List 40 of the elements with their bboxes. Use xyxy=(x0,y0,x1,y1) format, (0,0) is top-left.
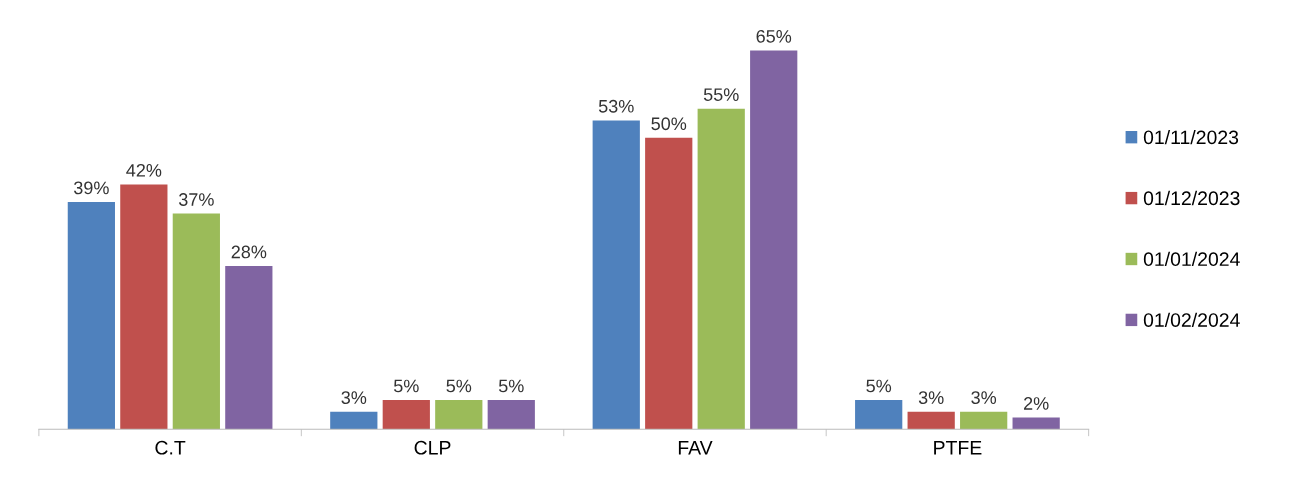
bar xyxy=(487,400,535,430)
data-label: 5% xyxy=(446,379,472,393)
data-label: 50% xyxy=(651,117,687,131)
data-label: 55% xyxy=(703,88,739,101)
bar xyxy=(67,201,115,430)
bar xyxy=(225,266,273,430)
data-label: 65% xyxy=(756,29,792,43)
data-label: 39% xyxy=(73,181,109,195)
data-label: 2% xyxy=(1024,397,1049,410)
bar xyxy=(435,400,483,430)
bar xyxy=(172,213,220,430)
data-label: 53% xyxy=(598,99,634,113)
x-tick-label: PTFE xyxy=(934,441,982,455)
data-label: 37% xyxy=(178,193,214,206)
bar xyxy=(855,400,903,430)
data-label: 3% xyxy=(918,391,944,405)
data-label: 5% xyxy=(393,379,419,393)
bar xyxy=(1012,417,1060,430)
bar xyxy=(697,108,745,430)
bar xyxy=(330,411,378,430)
data-label: 5% xyxy=(498,379,524,393)
legend-label: 01/11/2023 xyxy=(1143,129,1239,145)
bar xyxy=(750,50,798,430)
data-label: 3% xyxy=(971,391,997,405)
legend-label: 01/02/2024 xyxy=(1143,312,1240,327)
x-tick-label: FAV xyxy=(678,441,713,455)
x-tick-label: CLP xyxy=(414,440,451,455)
data-label: 28% xyxy=(231,245,267,259)
data-label: 5% xyxy=(866,379,892,393)
bar xyxy=(645,137,693,430)
legend-label: 01/12/2023 xyxy=(1143,190,1240,206)
bar xyxy=(592,120,640,430)
data-label: 3% xyxy=(341,391,367,405)
bar xyxy=(120,184,168,430)
bar xyxy=(907,411,955,430)
bar xyxy=(960,411,1008,430)
legend-label: 01/01/2024 xyxy=(1143,251,1240,267)
data-label: 42% xyxy=(126,163,162,177)
bar xyxy=(382,400,430,430)
x-tick-label: C.T xyxy=(155,440,186,455)
